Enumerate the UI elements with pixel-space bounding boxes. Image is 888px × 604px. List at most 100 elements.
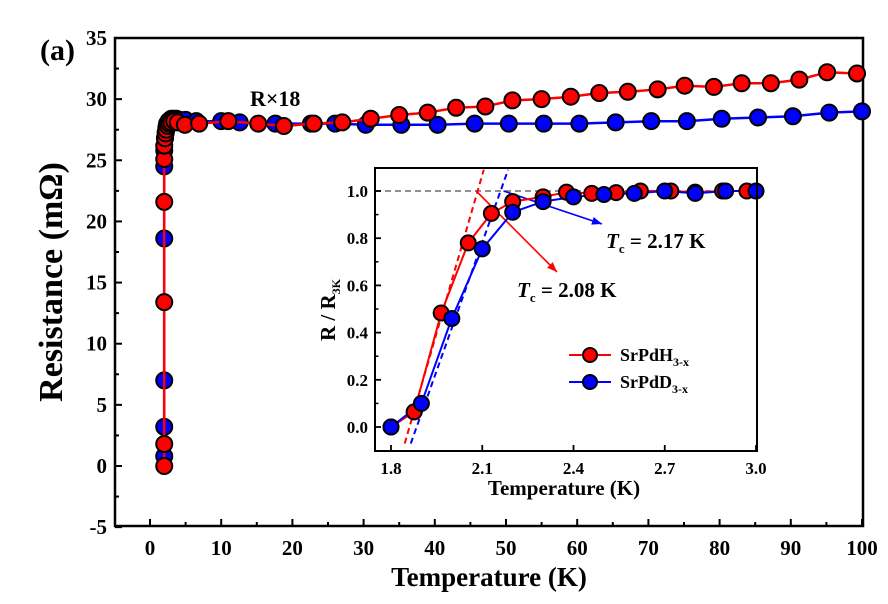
main-data-point-blue xyxy=(428,115,447,134)
main-data-point-blue xyxy=(606,113,625,132)
main-data-point-blue xyxy=(499,114,518,133)
tc-blue-sub: c xyxy=(619,241,625,256)
main-data-point-red xyxy=(590,84,609,103)
tc-blue-value: = 2.17 K xyxy=(625,229,706,253)
main-data-point-blue xyxy=(465,114,484,133)
main-x-tick-label: 40 xyxy=(424,536,445,560)
main-data-point-red xyxy=(155,434,174,453)
legend-marker-blue xyxy=(582,374,598,390)
main-data-point-red xyxy=(790,70,809,89)
main-data-point-red xyxy=(675,76,694,95)
inset-data-point-blue xyxy=(656,182,674,200)
main-x-tick-label: 20 xyxy=(282,536,303,560)
inset-y-axis-base: R / R xyxy=(316,294,340,342)
inset-y-tick-label: 0.4 xyxy=(347,324,369,343)
tc-arrow-blue xyxy=(503,190,603,225)
main-data-point-red xyxy=(274,117,293,136)
inset-y-tick-label: 0.8 xyxy=(347,229,368,248)
inset-data-point-blue xyxy=(565,188,582,206)
inset-data-point-blue xyxy=(625,184,643,202)
main-x-tick-label: 70 xyxy=(638,536,659,560)
legend-label-blue: SrPdD3-x xyxy=(620,372,688,396)
inset-x-tick-label: 1.8 xyxy=(380,459,401,478)
main-data-point-red xyxy=(561,87,580,106)
inset-data-point-red xyxy=(459,234,477,252)
inset-x-axis-title: Temperature (K) xyxy=(488,476,640,500)
main-data-point-blue xyxy=(534,114,553,133)
legend-red-sub: 3-x xyxy=(673,355,689,369)
tc-annotation-blue: Tc = 2.17 K xyxy=(606,229,706,256)
main-data-point-red xyxy=(155,192,174,211)
main-data-point-red xyxy=(848,64,867,83)
main-y-tick-label: 0 xyxy=(97,454,108,478)
main-data-point-red xyxy=(249,114,268,133)
inset-data-point-blue xyxy=(717,182,735,200)
inset-data-point-blue xyxy=(412,394,430,412)
inset-y-axis-title: R / R3K xyxy=(316,278,343,341)
inset-data-point-blue xyxy=(534,193,552,211)
main-x-tick-label: 50 xyxy=(496,536,517,560)
main-data-point-red xyxy=(648,80,667,99)
main-data-point-blue xyxy=(712,109,731,128)
main-annotation-r18: R×18 xyxy=(250,86,300,111)
inset-x-tick-label: 3.0 xyxy=(745,459,766,478)
main-data-point-red xyxy=(155,293,174,312)
inset-y-tick-label: 0.0 xyxy=(347,418,368,437)
main-data-point-blue xyxy=(783,107,802,126)
main-data-point-red xyxy=(219,112,238,131)
inset-axis-ticks: 1.8 2.1 2.4 2.7 3.0 0.0 0.2 0.4 0.6 0.8 1.0 xyxy=(347,182,767,478)
inset-data-point-blue xyxy=(443,309,461,327)
main-data-point-blue xyxy=(570,114,589,133)
main-x-tick-label: 10 xyxy=(211,536,232,560)
tc-blue-symbol: T xyxy=(606,229,620,253)
main-y-tick-label: 25 xyxy=(86,148,107,172)
main-x-tick-label: 80 xyxy=(709,536,730,560)
inset-y-tick-label: 0.2 xyxy=(347,371,368,390)
main-data-point-red xyxy=(532,90,551,109)
inset-y-axis-sub: 3K xyxy=(329,278,343,294)
inset-legend: SrPdH3-x SrPdD3-x xyxy=(569,345,689,396)
main-y-axis-title: Resistance (mΩ) xyxy=(33,162,70,402)
main-data-point-red xyxy=(732,74,751,93)
tc-annotation-red: Tc = 2.08 K xyxy=(517,278,617,305)
inset-background xyxy=(375,168,757,451)
inset-y-tick-label: 0.6 xyxy=(347,276,368,295)
inset-x-tick-label: 2.4 xyxy=(563,459,585,478)
main-y-tick-label: 5 xyxy=(97,393,108,417)
main-x-tick-label: 30 xyxy=(353,536,374,560)
main-data-series xyxy=(155,63,871,475)
main-y-tick-label: 15 xyxy=(86,271,107,295)
main-data-point-red xyxy=(155,457,174,475)
main-data-point-red xyxy=(418,103,437,122)
tc-red-sub: c xyxy=(530,290,536,305)
main-x-tick-label: 90 xyxy=(780,536,801,560)
main-data-point-red xyxy=(304,114,323,133)
legend-blue-sub: 3-x xyxy=(672,382,688,396)
main-data-point-red xyxy=(503,91,522,110)
inset-x-tick-label: 2.1 xyxy=(472,459,493,478)
panel-label: (a) xyxy=(40,34,75,67)
main-x-tick-label: 0 xyxy=(145,536,156,560)
main-data-point-blue xyxy=(749,108,768,127)
tc-arrow-red xyxy=(475,190,558,273)
main-data-point-red xyxy=(818,63,837,82)
main-x-axis-title: Temperature (K) xyxy=(391,562,587,592)
main-data-point-blue xyxy=(677,112,696,131)
main-data-point-red xyxy=(704,77,723,96)
legend-blue-base: SrPdD xyxy=(620,372,672,392)
inset-data-point-blue xyxy=(595,186,613,204)
tc-arrow-blue-head xyxy=(591,217,602,225)
inset-x-tick-label: 2.7 xyxy=(654,459,676,478)
main-data-point-red xyxy=(333,113,352,132)
inset-data-point-blue xyxy=(473,240,491,258)
main-axis-ticks: 0 10 20 30 40 50 60 70 80 90 100 -5 0 5 10 15 20 25 30 35 xyxy=(86,26,878,560)
inset-data-point-blue xyxy=(504,203,522,221)
main-data-point-red xyxy=(761,74,780,93)
tc-red-value: = 2.08 K xyxy=(536,278,617,302)
main-data-point-red xyxy=(476,97,495,116)
main-y-tick-label: 35 xyxy=(86,26,107,50)
inset-data-point-blue xyxy=(382,418,400,436)
main-y-tick-label: -5 xyxy=(90,515,108,539)
main-y-tick-label: 20 xyxy=(86,209,107,233)
